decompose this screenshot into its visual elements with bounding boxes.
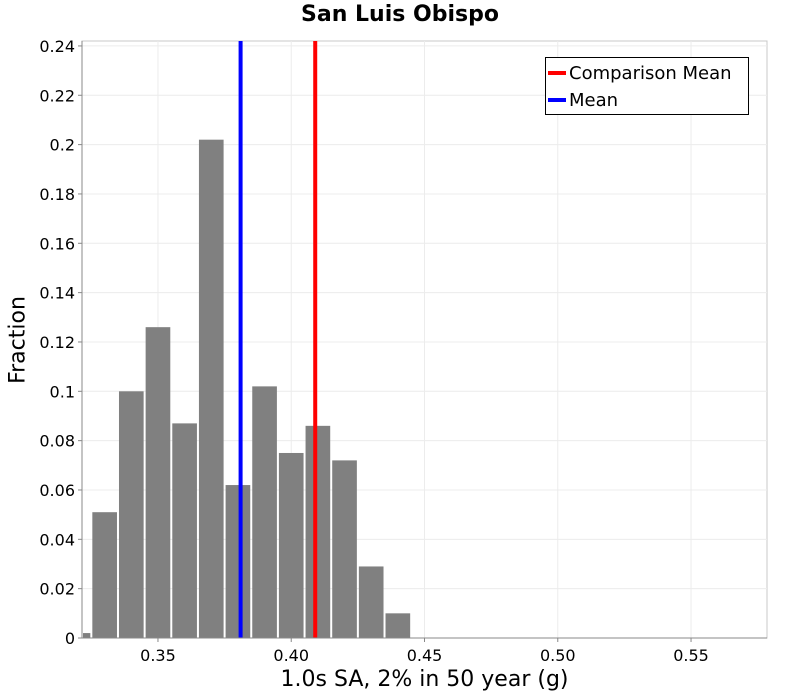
histogram-bar-12: [385, 613, 411, 638]
histogram-bar-2: [118, 391, 144, 638]
y-tick-label-0: 0: [65, 629, 75, 648]
x-tick-label-3: 0.50: [540, 646, 576, 665]
y-tick-label-9: 0.18: [39, 185, 75, 204]
legend-item-comparison-mean: Comparison Mean: [546, 60, 732, 86]
chart-title: San Luis Obispo: [301, 2, 499, 27]
y-tick-label-12: 0.24: [39, 37, 75, 56]
y-tick-label-1: 0.02: [39, 580, 75, 599]
histogram-bar-8: [278, 452, 304, 638]
x-tick-label-4: 0.55: [673, 646, 709, 665]
y-tick-label-6: 0.12: [39, 333, 75, 352]
legend-label-comparison-mean: Comparison Mean: [569, 62, 732, 84]
x-tick-label-0: 0.35: [140, 646, 176, 665]
histogram-bar-6: [225, 485, 251, 638]
x-tick-label-2: 0.45: [407, 646, 443, 665]
legend-item-mean: Mean: [546, 87, 618, 113]
y-tick-label-8: 0.16: [39, 234, 75, 253]
y-axis-title: Fraction: [5, 296, 31, 384]
y-tick-label-3: 0.06: [39, 481, 75, 500]
histogram-bar-3: [145, 327, 171, 638]
legend: Comparison Mean Mean: [545, 57, 749, 115]
histogram-bar-11: [358, 566, 384, 638]
y-tick-label-5: 0.1: [50, 382, 75, 401]
histogram-bar-1: [92, 512, 117, 638]
y-tick-label-10: 0.2: [50, 136, 75, 155]
y-tick-label-4: 0.08: [39, 432, 75, 451]
y-tick-label-11: 0.22: [39, 86, 75, 105]
histogram-bar-4: [172, 423, 197, 638]
histogram-bar-5: [198, 139, 224, 639]
legend-swatch-mean: [548, 98, 566, 102]
x-axis-title: 1.0s SA, 2% in 50 year (g): [280, 667, 569, 692]
y-tick-label-2: 0.04: [39, 530, 75, 549]
histogram-bar-10: [332, 460, 357, 638]
histogram-bar-7: [252, 386, 277, 638]
legend-swatch-comparison-mean: [548, 71, 566, 75]
histogram-bar-0: [83, 633, 91, 638]
histogram-bar-9: [305, 425, 331, 638]
legend-label-mean: Mean: [569, 89, 619, 111]
x-tick-label-1: 0.40: [273, 646, 309, 665]
y-tick-label-7: 0.14: [39, 284, 75, 303]
